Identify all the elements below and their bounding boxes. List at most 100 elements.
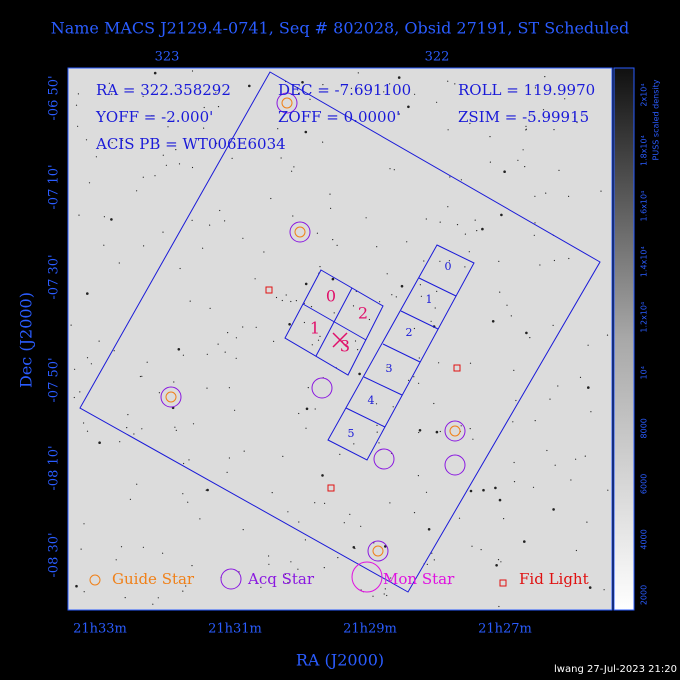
field-star: [115, 559, 117, 561]
field-star: [80, 548, 82, 550]
field-star: [575, 458, 577, 460]
field-star: [447, 129, 449, 131]
field-star: [436, 290, 438, 292]
field-star: [191, 565, 193, 567]
field-star: [191, 70, 194, 72]
field-star: [386, 273, 388, 275]
field-star: [383, 91, 385, 93]
legend-acq: Acq Star: [247, 570, 315, 588]
colorbar: [613, 67, 635, 611]
field-star: [586, 521, 588, 523]
field-star: [495, 564, 498, 567]
field-star: [584, 455, 586, 457]
field-star: [376, 246, 378, 248]
field-star: [330, 207, 332, 209]
top-tick: 322: [425, 50, 450, 65]
field-star: [309, 98, 311, 100]
stars: [160, 92, 466, 562]
field-star: [305, 427, 307, 429]
field-star: [438, 362, 440, 364]
field-star: [506, 304, 508, 306]
field-star: [108, 82, 110, 84]
info-ra: RA = 322.358292: [96, 81, 231, 99]
field-star: [343, 522, 345, 524]
legend-acq-icon: [220, 568, 242, 590]
field-star: [314, 408, 316, 410]
info-roll: ROLL = 119.9970: [458, 81, 595, 99]
field-star: [435, 430, 439, 434]
colorbar-label: 2000: [640, 585, 649, 605]
field-star: [83, 422, 85, 424]
field-star: [349, 513, 351, 516]
field-star: [74, 368, 76, 370]
field-star: [468, 251, 470, 253]
chip-label: 5: [348, 427, 355, 440]
field-star: [121, 139, 123, 141]
field-star: [449, 176, 451, 178]
field-star: [513, 461, 515, 464]
field-star: [227, 332, 229, 334]
field-star: [418, 431, 420, 434]
field-star: [398, 113, 400, 115]
field-star: [454, 83, 456, 85]
field-star: [285, 294, 287, 296]
bottom-tick: 21h31m: [208, 622, 262, 637]
field-star: [282, 455, 284, 457]
legend-guide-icon: [89, 574, 101, 586]
field-star: [500, 213, 503, 217]
field-star: [360, 525, 362, 527]
field-star: [539, 264, 541, 266]
chip-label: 2: [358, 304, 368, 323]
field-star: [513, 481, 516, 483]
field-star: [545, 192, 547, 194]
field-star: [425, 491, 428, 493]
field-star: [395, 296, 397, 298]
field-star: [329, 193, 331, 195]
field-star: [386, 594, 388, 597]
left-tick: -08 30': [47, 532, 62, 577]
field-star: [332, 239, 334, 241]
field-star: [187, 501, 189, 503]
field-star: [542, 109, 545, 111]
field-star: [337, 557, 339, 559]
field-star: [557, 385, 559, 387]
field-star: [317, 339, 320, 341]
colorbar-label: 8000: [640, 418, 649, 438]
field-star: [525, 125, 527, 127]
field-star: [165, 164, 167, 166]
field-star: [157, 597, 159, 599]
field-star: [124, 597, 126, 599]
field-star: [120, 546, 123, 548]
field-star: [304, 539, 306, 541]
footer: lwang 27-Jul-2023 21:20: [554, 664, 677, 675]
field-star: [298, 521, 300, 523]
field-star: [524, 166, 526, 168]
field-star: [297, 568, 299, 570]
field-star: [319, 266, 321, 268]
field-star: [498, 260, 500, 262]
field-star: [316, 232, 318, 234]
field-star: [417, 475, 419, 477]
legend-mon-icon: [351, 561, 383, 593]
field-star: [469, 362, 472, 364]
field-star: [433, 402, 435, 405]
field-star: [243, 450, 245, 452]
field-star: [206, 353, 208, 355]
field-star: [206, 488, 209, 492]
field-star: [390, 577, 392, 579]
colorbar-label: 2x10⁴: [640, 83, 649, 106]
legend-mon: Mon Star: [383, 570, 455, 588]
field-star: [418, 429, 422, 432]
field-star: [175, 429, 177, 431]
field-star: [469, 489, 473, 493]
left-tick: -07 30': [47, 254, 62, 299]
title: Name MACS J2129.4-0741, Seq # 802028, Ob…: [51, 19, 630, 38]
field-star: [70, 324, 72, 326]
field-star: [439, 430, 441, 433]
field-star: [98, 340, 100, 342]
field-star: [151, 115, 153, 117]
field-star: [497, 559, 500, 561]
field-star: [162, 552, 164, 554]
field-star: [142, 95, 144, 97]
field-star: [568, 257, 570, 260]
